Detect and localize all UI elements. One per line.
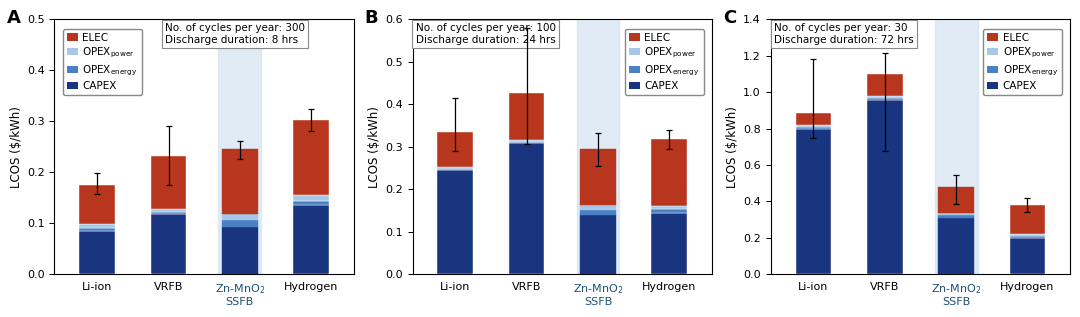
- Legend: ELEC, OPEX$_{\mathregular{power}}$, OPEX$_{\mathregular{energy}}$, CAPEX: ELEC, OPEX$_{\mathregular{power}}$, OPEX…: [624, 29, 704, 95]
- Y-axis label: LCOS ($/kWh): LCOS ($/kWh): [368, 106, 381, 188]
- Bar: [796, 129, 832, 274]
- Bar: [79, 184, 114, 224]
- Legend: ELEC, OPEX$_{\mathregular{power}}$, OPEX$_{\mathregular{energy}}$, CAPEX: ELEC, OPEX$_{\mathregular{power}}$, OPEX…: [63, 29, 141, 95]
- Bar: [509, 142, 544, 144]
- Bar: [934, 19, 977, 274]
- Bar: [939, 218, 974, 274]
- Bar: [939, 213, 974, 215]
- Bar: [151, 211, 187, 214]
- Bar: [1010, 238, 1045, 274]
- Bar: [939, 215, 974, 218]
- Bar: [79, 231, 114, 274]
- Text: No. of cycles per year: 100
Discharge duration: 24 hrs: No. of cycles per year: 100 Discharge du…: [416, 23, 555, 45]
- Bar: [294, 195, 329, 201]
- Bar: [796, 113, 832, 125]
- Bar: [651, 139, 687, 206]
- Bar: [867, 74, 903, 96]
- Bar: [1010, 234, 1045, 236]
- Bar: [437, 132, 473, 167]
- Bar: [580, 149, 616, 205]
- Bar: [509, 140, 544, 142]
- Bar: [222, 149, 258, 214]
- Text: C: C: [723, 9, 735, 27]
- Bar: [509, 94, 544, 140]
- Bar: [294, 205, 329, 274]
- Y-axis label: LCOS ($/kWh): LCOS ($/kWh): [726, 106, 739, 188]
- Bar: [151, 209, 187, 211]
- Bar: [294, 120, 329, 195]
- Bar: [1010, 236, 1045, 238]
- Bar: [867, 96, 903, 98]
- Text: No. of cycles per year: 30
Discharge duration: 72 hrs: No. of cycles per year: 30 Discharge dur…: [773, 23, 914, 45]
- Bar: [1010, 205, 1045, 234]
- Bar: [222, 220, 258, 227]
- Bar: [580, 205, 616, 210]
- Bar: [580, 210, 616, 215]
- Text: No. of cycles per year: 300
Discharge duration: 8 hrs: No. of cycles per year: 300 Discharge du…: [165, 23, 306, 45]
- Bar: [437, 170, 473, 274]
- Bar: [867, 100, 903, 274]
- Bar: [151, 214, 187, 274]
- Text: A: A: [6, 9, 21, 27]
- Bar: [151, 156, 187, 209]
- Bar: [796, 127, 832, 129]
- Bar: [222, 214, 258, 220]
- Bar: [218, 19, 261, 274]
- Legend: ELEC, OPEX$_{\mathregular{power}}$, OPEX$_{\mathregular{energy}}$, CAPEX: ELEC, OPEX$_{\mathregular{power}}$, OPEX…: [983, 29, 1062, 95]
- Bar: [437, 167, 473, 169]
- Bar: [651, 206, 687, 209]
- Bar: [651, 213, 687, 274]
- Bar: [509, 144, 544, 274]
- Y-axis label: LCOS ($/kWh): LCOS ($/kWh): [10, 106, 23, 188]
- Bar: [651, 209, 687, 213]
- Bar: [867, 98, 903, 100]
- Bar: [79, 228, 114, 231]
- Bar: [222, 227, 258, 274]
- Bar: [294, 201, 329, 205]
- Text: B: B: [365, 9, 378, 27]
- Bar: [580, 215, 616, 274]
- Bar: [796, 125, 832, 127]
- Bar: [79, 224, 114, 228]
- Bar: [577, 19, 620, 274]
- Bar: [437, 169, 473, 170]
- Bar: [939, 187, 974, 213]
